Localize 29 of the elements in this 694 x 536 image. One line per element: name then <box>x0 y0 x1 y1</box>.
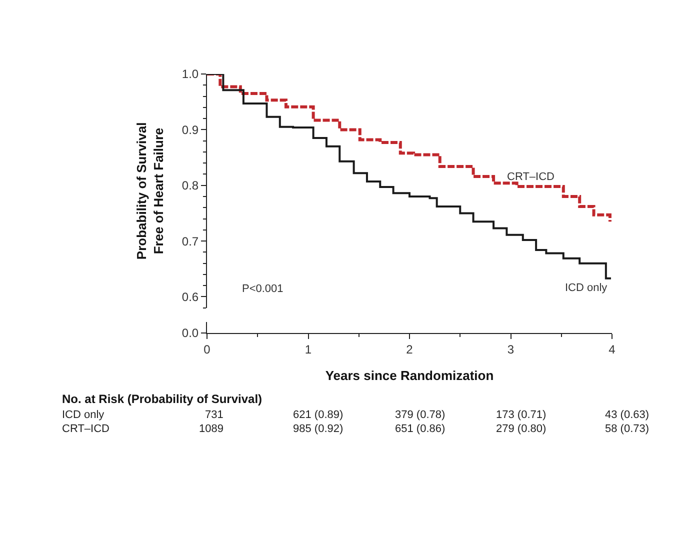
text: 58 (0.73) <box>605 423 650 435</box>
series-label: CRT–ICD <box>507 171 555 183</box>
y-tick-label: 0.9 <box>182 122 199 137</box>
text: 279 (0.80) <box>496 423 546 435</box>
x-tick-label: 0 <box>204 342 211 356</box>
text: 379 (0.78) <box>395 409 446 421</box>
text: 621 (0.89) <box>293 409 344 421</box>
text: No. at Risk (Probability of Survival) <box>62 392 262 406</box>
series-label: ICD only <box>565 282 608 294</box>
x-tick-label: 2 <box>406 342 414 356</box>
y-tick-label: 0.8 <box>182 178 199 193</box>
x-axis-title: Years since Randomization <box>325 368 494 383</box>
text: CRT–ICD <box>62 423 110 435</box>
y-axis-title: Probability of Survival Free of Heart Failure <box>134 122 166 260</box>
x-tick-label: 4 <box>608 342 616 356</box>
y-tick-label: 1.0 <box>182 67 199 82</box>
x-tick-label: 3 <box>507 342 514 356</box>
text: 0.0 <box>182 326 199 340</box>
text: 43 (0.63) <box>605 409 650 421</box>
text: 173 (0.71) <box>496 409 546 421</box>
text: 1089 <box>199 423 224 435</box>
text: 731 <box>205 409 224 421</box>
text: 985 (0.92) <box>293 423 344 435</box>
text: ICD only <box>62 409 105 421</box>
y-tick-label: 0.7 <box>182 234 199 248</box>
annotation: P<0.001 <box>242 283 284 295</box>
y-tick-label: 0.6 <box>182 290 199 304</box>
text: 651 (0.86) <box>395 423 446 435</box>
x-tick-label: 1 <box>304 342 312 356</box>
